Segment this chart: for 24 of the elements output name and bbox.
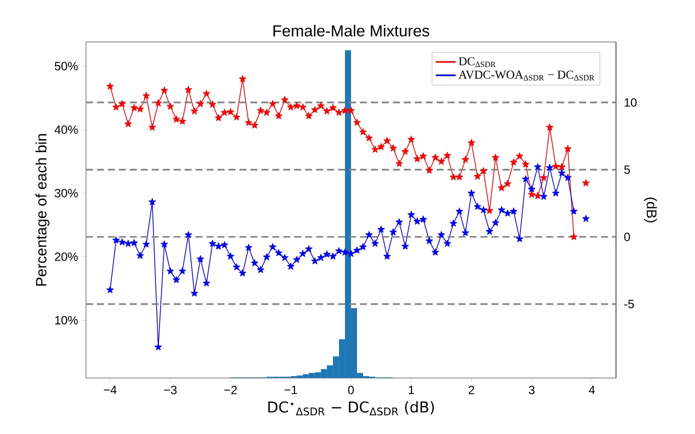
x-tick-label: 1 xyxy=(408,386,414,394)
x-tick-label: −2 xyxy=(224,386,237,394)
y-tick-label: 20% xyxy=(54,252,78,261)
legend-label: DC$_{ΔSDR}$ xyxy=(458,57,496,68)
x-tick-label: 2 xyxy=(468,386,474,394)
x-tick-label: −3 xyxy=(164,386,177,394)
x-tick-label: 3 xyxy=(528,386,534,394)
x-tick-label: 0 xyxy=(348,386,354,394)
y2-tick-label: 0 xyxy=(624,232,630,242)
y-tick-label: 50% xyxy=(54,62,78,70)
y2-tick-label: -5 xyxy=(624,300,634,308)
y-tick-label: 10% xyxy=(55,316,78,324)
chart-title: Female-Male Mixtures xyxy=(273,24,430,36)
x-tick-label: −1 xyxy=(284,386,297,394)
legend-label: AVDC-WOA$_{ΔSDR}$ − DC$_{ΔSDR}$ xyxy=(458,70,594,80)
x-axis-title: DC$^{⋆}$$_{ΔSDR}$ − DC$_{ΔSDR}$ (dB) xyxy=(268,401,434,416)
x-tick-label: −4 xyxy=(104,386,117,394)
x-tick-label: 4 xyxy=(588,386,595,394)
y2-axis-title: (dB) xyxy=(644,198,657,222)
y2-tick-label: 5 xyxy=(624,166,630,174)
y-axis-title: Percentage of each bin xyxy=(36,134,50,286)
y2-tick-label: 10 xyxy=(624,98,637,107)
y-tick-label: 30% xyxy=(54,188,78,198)
y-tick-label: 40% xyxy=(54,125,78,134)
